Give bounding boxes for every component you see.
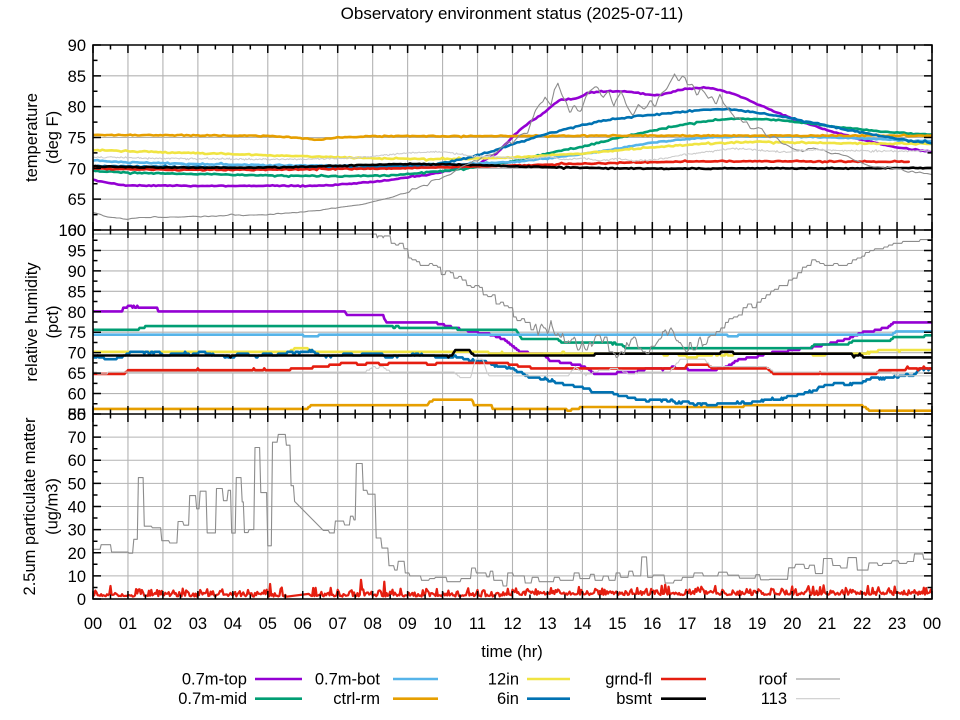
svg-text:(deg F): (deg F) — [44, 111, 62, 164]
svg-text:00: 00 — [923, 615, 941, 633]
svg-text:relative humidity: relative humidity — [23, 262, 41, 382]
svg-text:14: 14 — [573, 615, 591, 633]
svg-text:roof: roof — [759, 671, 788, 689]
svg-text:10: 10 — [68, 568, 86, 586]
svg-text:12: 12 — [503, 615, 521, 633]
svg-text:70: 70 — [68, 345, 86, 363]
svg-text:95: 95 — [68, 242, 86, 260]
svg-text:18: 18 — [713, 615, 731, 633]
svg-text:90: 90 — [68, 37, 86, 55]
svg-text:09: 09 — [398, 615, 416, 633]
svg-text:grnd-fl: grnd-fl — [605, 671, 652, 689]
svg-text:time (hr): time (hr) — [481, 643, 542, 661]
svg-text:50: 50 — [68, 475, 86, 493]
svg-text:(pct): (pct) — [44, 306, 62, 339]
svg-text:80: 80 — [68, 406, 86, 424]
svg-text:12in: 12in — [488, 671, 519, 689]
svg-text:55: 55 — [68, 406, 86, 424]
svg-text:15: 15 — [608, 615, 626, 633]
svg-text:11: 11 — [469, 615, 486, 633]
svg-text:20: 20 — [783, 615, 801, 633]
svg-text:0.7m-mid: 0.7m-mid — [178, 690, 247, 708]
svg-text:20: 20 — [68, 545, 86, 563]
svg-text:05: 05 — [259, 615, 277, 633]
svg-text:bsmt: bsmt — [616, 690, 652, 708]
svg-text:(ug/m3): (ug/m3) — [44, 478, 62, 535]
svg-text:40: 40 — [68, 499, 86, 517]
svg-text:01: 01 — [119, 615, 137, 633]
svg-text:60: 60 — [68, 222, 86, 240]
svg-text:08: 08 — [364, 615, 382, 633]
svg-text:70: 70 — [68, 160, 86, 178]
svg-text:02: 02 — [154, 615, 172, 633]
svg-text:23: 23 — [888, 615, 906, 633]
svg-text:00: 00 — [84, 615, 102, 633]
svg-text:65: 65 — [68, 365, 86, 383]
svg-text:07: 07 — [329, 615, 347, 633]
svg-text:80: 80 — [68, 304, 86, 322]
svg-text:04: 04 — [224, 615, 242, 633]
svg-text:Observatory environment status: Observatory environment status (2025-07-… — [341, 4, 684, 23]
svg-text:30: 30 — [68, 522, 86, 540]
svg-text:19: 19 — [748, 615, 766, 633]
svg-text:100: 100 — [58, 222, 86, 240]
svg-text:22: 22 — [853, 615, 871, 633]
svg-text:75: 75 — [68, 324, 86, 342]
svg-text:60: 60 — [68, 386, 86, 404]
svg-text:60: 60 — [68, 452, 86, 470]
svg-text:03: 03 — [189, 615, 207, 633]
svg-text:2.5um particulate matter: 2.5um particulate matter — [21, 417, 39, 595]
svg-text:0: 0 — [77, 591, 86, 609]
svg-text:16: 16 — [643, 615, 661, 633]
svg-text:75: 75 — [68, 130, 86, 148]
svg-text:65: 65 — [68, 191, 86, 209]
svg-text:13: 13 — [538, 615, 556, 633]
svg-text:temperature: temperature — [23, 93, 41, 182]
svg-text:06: 06 — [294, 615, 312, 633]
svg-text:ctrl-rm: ctrl-rm — [333, 690, 380, 708]
svg-text:113: 113 — [761, 690, 787, 708]
svg-text:17: 17 — [678, 615, 696, 633]
svg-text:70: 70 — [68, 429, 86, 447]
svg-text:0.7m-top: 0.7m-top — [182, 671, 247, 689]
svg-text:21: 21 — [818, 615, 836, 633]
svg-text:80: 80 — [68, 99, 86, 117]
svg-text:85: 85 — [68, 283, 86, 301]
svg-text:90: 90 — [68, 263, 86, 281]
svg-text:10: 10 — [433, 615, 451, 633]
svg-text:6in: 6in — [497, 690, 519, 708]
svg-text:0.7m-bot: 0.7m-bot — [315, 671, 381, 689]
svg-text:85: 85 — [68, 68, 86, 86]
